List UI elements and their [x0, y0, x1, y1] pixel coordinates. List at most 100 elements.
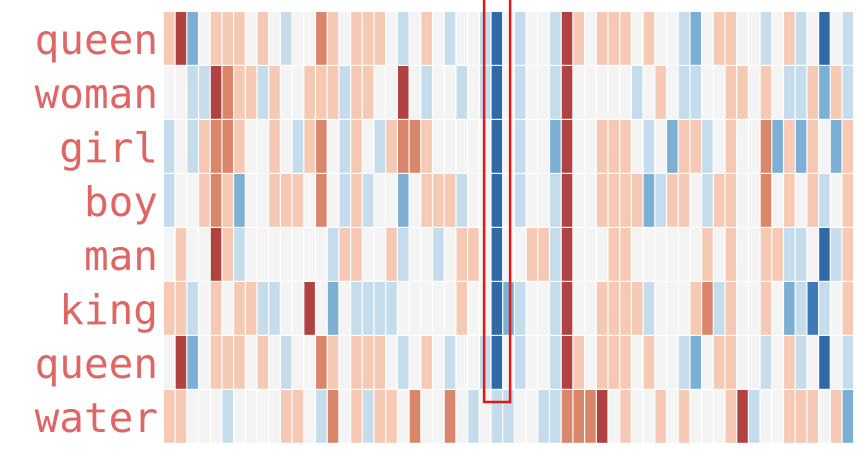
heatmap-cell: [281, 336, 292, 389]
heatmap-cell: [784, 228, 795, 281]
heatmap-cell: [456, 120, 467, 173]
heatmap-cell: [362, 12, 374, 65]
heatmap-cell: [199, 12, 210, 65]
heatmap-cell: [772, 174, 783, 227]
heatmap-cell: [175, 282, 187, 335]
heatmap-cell: [561, 12, 573, 65]
heatmap-cell: [433, 66, 444, 119]
heatmap-cell: [316, 390, 327, 443]
heatmap-cell: [398, 336, 409, 389]
heatmap-cell: [210, 390, 222, 443]
heatmap-cell: [830, 336, 842, 389]
heatmap-cell: [819, 336, 830, 389]
heatmap-cell: [620, 66, 631, 119]
heatmap-cell: [409, 120, 421, 173]
heatmap-cell: [374, 336, 386, 389]
heatmap-cell: [585, 336, 596, 389]
heatmap-cell: [842, 174, 854, 227]
heatmap-cell: [210, 228, 222, 281]
heatmap-cell: [468, 12, 479, 65]
heatmap-cell: [819, 228, 830, 281]
heatmap-cell: [503, 174, 514, 227]
heatmap-cell: [807, 390, 818, 443]
heatmap-cell: [819, 66, 830, 119]
heatmap-cell: [655, 12, 666, 65]
heatmap-cell: [164, 336, 175, 389]
heatmap-cell: [596, 282, 608, 335]
heatmap-cell: [386, 120, 397, 173]
heatmap-cell: [164, 120, 175, 173]
heatmap-cell: [830, 120, 842, 173]
heatmap-cell: [725, 336, 737, 389]
heatmap-cell: [292, 174, 304, 227]
heatmap-cell: [784, 66, 795, 119]
heatmap-cell: [281, 390, 292, 443]
heatmap-cell: [526, 336, 538, 389]
heatmap-cell: [175, 174, 187, 227]
heatmap-cell: [667, 336, 678, 389]
heatmap-cell: [409, 336, 421, 389]
heatmap-cell: [678, 390, 690, 443]
heatmap-cell: [667, 120, 678, 173]
heatmap-cell: [491, 336, 503, 389]
heatmap-cell: [819, 12, 830, 65]
heatmap-cell: [690, 174, 701, 227]
heatmap-cell: [444, 120, 456, 173]
heatmap-cell: [187, 282, 198, 335]
heatmap-cell: [807, 174, 818, 227]
heatmap-cell: [199, 66, 210, 119]
heatmap-cell: [409, 282, 421, 335]
heatmap-cell: [456, 66, 467, 119]
heatmap-cell: [304, 282, 315, 335]
heatmap-cell: [316, 12, 327, 65]
heatmap-cell: [374, 12, 386, 65]
heatmap-cell: [187, 390, 198, 443]
heatmap-cell: [491, 12, 503, 65]
heatmap-cell: [269, 228, 280, 281]
heatmap-cell: [503, 66, 514, 119]
heatmap-cell: [164, 282, 175, 335]
heatmap-cell: [830, 66, 842, 119]
heatmap-cell: [444, 174, 456, 227]
heatmap-cell: [374, 390, 386, 443]
heatmap-cell: [737, 282, 748, 335]
heatmap-cell: [269, 12, 280, 65]
heatmap-cell: [304, 228, 315, 281]
heatmap-cell: [573, 66, 584, 119]
heatmap-cell: [362, 228, 374, 281]
heatmap-cell: [304, 66, 315, 119]
heatmap-cell: [784, 282, 795, 335]
heatmap-cell: [503, 12, 514, 65]
heatmap-cell: [164, 390, 175, 443]
heatmap-cell: [561, 390, 573, 443]
heatmap-cell: [737, 66, 748, 119]
heatmap-cell: [362, 120, 374, 173]
heatmap-cell: [632, 390, 643, 443]
heatmap-cell: [760, 66, 772, 119]
heatmap-cell: [257, 228, 269, 281]
heatmap-cell: [292, 390, 304, 443]
heatmap-cell: [199, 174, 210, 227]
heatmap-cell: [526, 228, 538, 281]
heatmap-cell: [561, 228, 573, 281]
heatmap-cell: [503, 228, 514, 281]
heatmap-cell: [725, 282, 737, 335]
heatmap-cell: [561, 66, 573, 119]
heatmap-cell: [702, 66, 713, 119]
heatmap-cell: [292, 66, 304, 119]
heatmap-cell: [234, 282, 245, 335]
heatmap-cell: [234, 120, 245, 173]
heatmap-cell: [807, 12, 818, 65]
heatmap-cell: [632, 228, 643, 281]
heatmap-cell: [760, 390, 772, 443]
heatmap-cell: [795, 390, 807, 443]
heatmap-cell: [339, 228, 350, 281]
heatmap-cell: [433, 12, 444, 65]
heatmap-cell: [737, 120, 748, 173]
heatmap-cell: [760, 12, 772, 65]
heatmap-cell: [655, 174, 666, 227]
heatmap-cell: [456, 12, 467, 65]
row-label-boy: boy: [83, 178, 158, 226]
heatmap-cell: [164, 12, 175, 65]
heatmap-cell: [690, 390, 701, 443]
